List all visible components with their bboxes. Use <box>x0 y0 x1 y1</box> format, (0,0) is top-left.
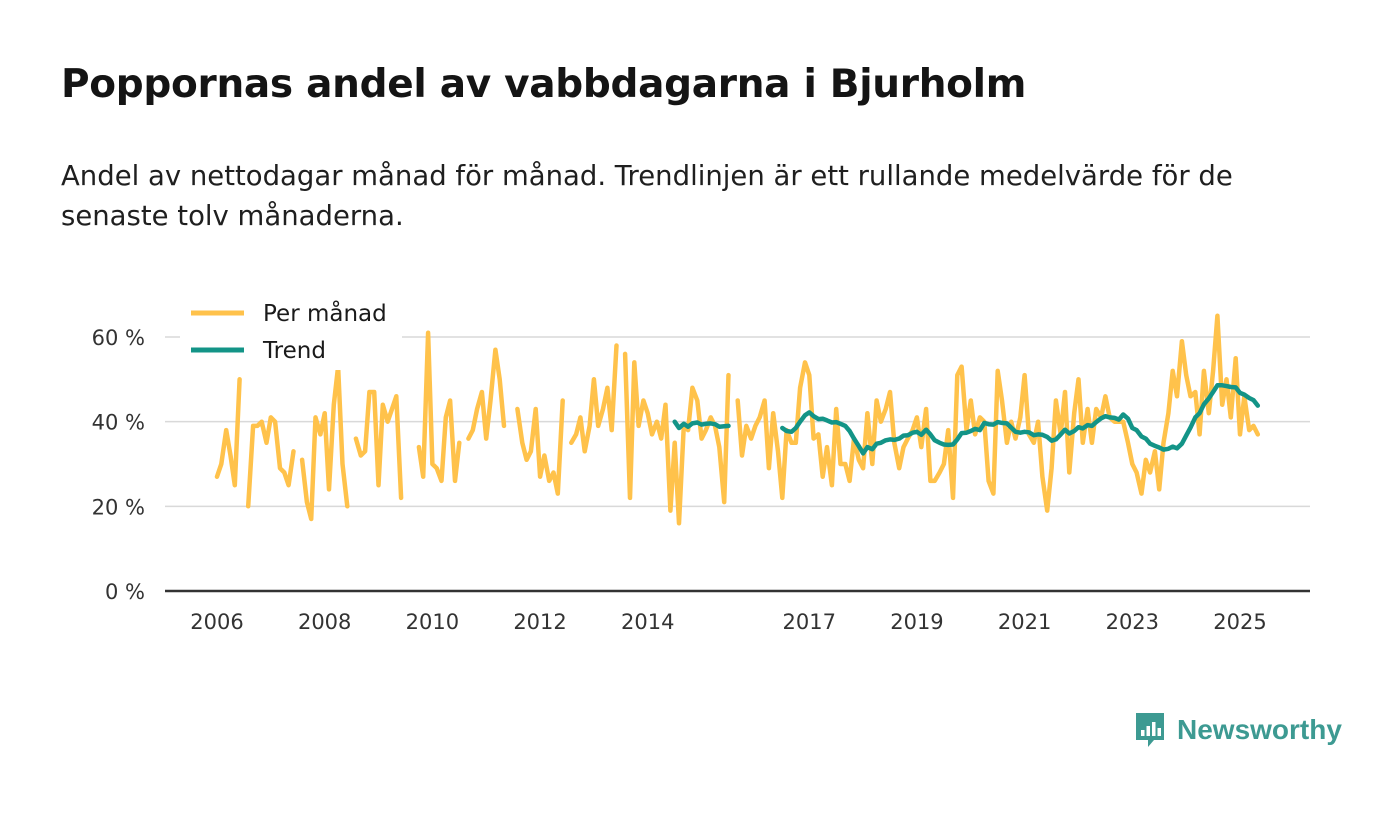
y-tick-label: 40 % <box>92 411 145 435</box>
x-tick-label: 2014 <box>621 610 674 634</box>
x-axis-ticks: 2006 2008 2010 2012 2014 2017 2019 2021 2023 2025 <box>190 610 1266 634</box>
chart-subtitle: Andel av nettodagar månad för månad. Tre… <box>61 160 1233 232</box>
x-tick-label: 2012 <box>513 610 566 634</box>
legend: Per månad Trend <box>180 294 402 370</box>
legend-label-per-manad: Per månad <box>263 299 387 327</box>
series-line-per-manad <box>214 313 1261 526</box>
legend-label-trend: Trend <box>262 338 326 364</box>
y-tick-label: 20 % <box>92 495 145 519</box>
y-axis-ticks: 0 % 20 % 40 % 60 % <box>92 326 145 604</box>
y-tick-label: 60 % <box>92 326 145 350</box>
legend-background <box>180 294 402 370</box>
x-tick-label: 2006 <box>190 610 243 634</box>
logo-text: Newsworthy <box>1177 714 1342 745</box>
newsworthy-logo: Newsworthy <box>1133 710 1342 750</box>
chart-title: Poppornas andel av vabbdagarna i Bjurhol… <box>61 62 1027 107</box>
series-line-trend <box>672 383 1261 456</box>
newsworthy-chart-icon <box>1136 713 1164 747</box>
x-tick-label: 2017 <box>783 610 836 634</box>
x-tick-label: 2010 <box>406 610 459 634</box>
x-tick-label: 2023 <box>1106 610 1159 634</box>
x-tick-label: 2008 <box>298 610 351 634</box>
x-tick-label: 2021 <box>998 610 1051 634</box>
series-lines <box>214 313 1261 526</box>
x-tick-label: 2025 <box>1213 610 1266 634</box>
line-chart: 0 % 20 % 40 % 60 % 2006 2008 2010 2012 2014 2017… <box>92 294 1310 634</box>
y-tick-label: 0 % <box>105 580 145 604</box>
x-tick-label: 2019 <box>890 610 943 634</box>
